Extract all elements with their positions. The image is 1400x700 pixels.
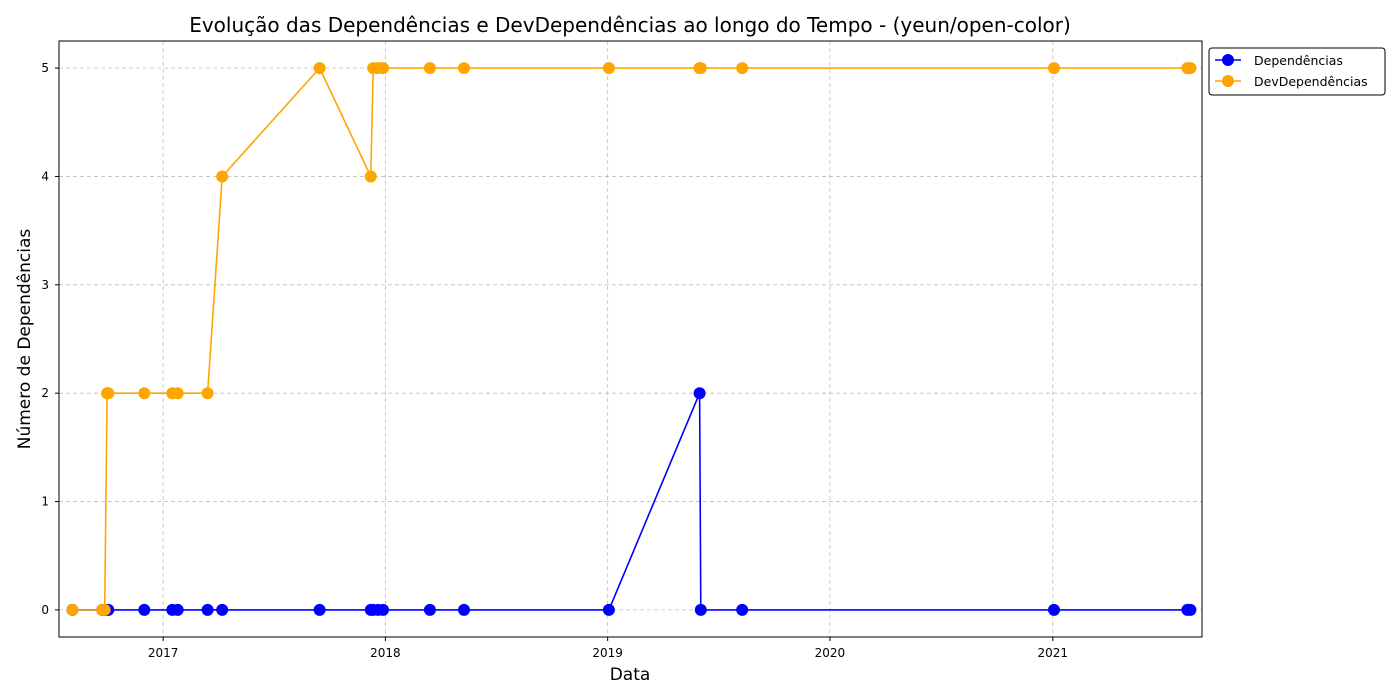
data-point — [216, 170, 229, 183]
data-point — [98, 603, 111, 616]
series-1 — [66, 62, 1197, 616]
x-tick-label: 2021 — [1038, 646, 1069, 660]
legend: Dependências DevDependências — [1208, 47, 1386, 96]
x-tick-label: 2019 — [592, 646, 623, 660]
data-point — [423, 62, 436, 75]
x-axis: 2017 2018 2019 2020 2021 — [148, 637, 1068, 660]
y-tick-label: 4 — [41, 169, 49, 183]
y-tick-label: 0 — [41, 603, 49, 617]
legend-label-dependencias: Dependências — [1254, 53, 1343, 68]
data-point — [602, 62, 615, 75]
data-point — [313, 603, 326, 616]
data-point — [694, 603, 707, 616]
series-layer — [66, 62, 1197, 616]
data-point — [102, 387, 115, 400]
data-point — [423, 603, 436, 616]
data-point — [1184, 62, 1197, 75]
data-point — [736, 603, 749, 616]
data-point — [171, 603, 184, 616]
data-point — [458, 62, 470, 75]
data-point — [602, 603, 615, 616]
y-tick-label: 1 — [41, 495, 49, 509]
y-axis-label: Número de Dependências — [15, 229, 35, 450]
data-point — [364, 170, 377, 183]
x-tick-label: 2020 — [815, 646, 846, 660]
y-axis: 0 1 2 3 4 5 — [41, 61, 59, 617]
chart-title: Evolução das Dependências e DevDependênc… — [189, 13, 1071, 37]
x-axis-label: Data — [610, 665, 651, 685]
legend-marker-devdependencias — [1222, 75, 1234, 87]
legend-marker-dependencias — [1222, 54, 1234, 66]
x-tick-label: 2018 — [370, 646, 401, 660]
data-point — [313, 62, 326, 75]
data-point — [171, 387, 184, 400]
y-tick-label: 2 — [41, 386, 49, 400]
data-point — [138, 387, 151, 400]
data-point — [201, 603, 214, 616]
data-point — [694, 62, 707, 75]
legend-label-devdependencias: DevDependências — [1254, 74, 1368, 89]
data-point — [66, 603, 79, 616]
data-point — [458, 603, 470, 616]
y-tick-label: 5 — [41, 61, 49, 75]
data-point — [1048, 62, 1060, 75]
data-point — [693, 387, 706, 400]
data-point — [736, 62, 749, 75]
x-tick-label: 2017 — [148, 646, 179, 660]
data-point — [1048, 603, 1060, 616]
data-point — [1184, 603, 1197, 616]
y-tick-label: 3 — [41, 278, 49, 292]
data-point — [201, 387, 214, 400]
data-point — [138, 603, 151, 616]
data-point — [377, 62, 389, 75]
plot-frame — [58, 40, 1203, 638]
data-point — [377, 603, 389, 616]
data-point — [216, 603, 229, 616]
legend-box — [1208, 47, 1386, 96]
